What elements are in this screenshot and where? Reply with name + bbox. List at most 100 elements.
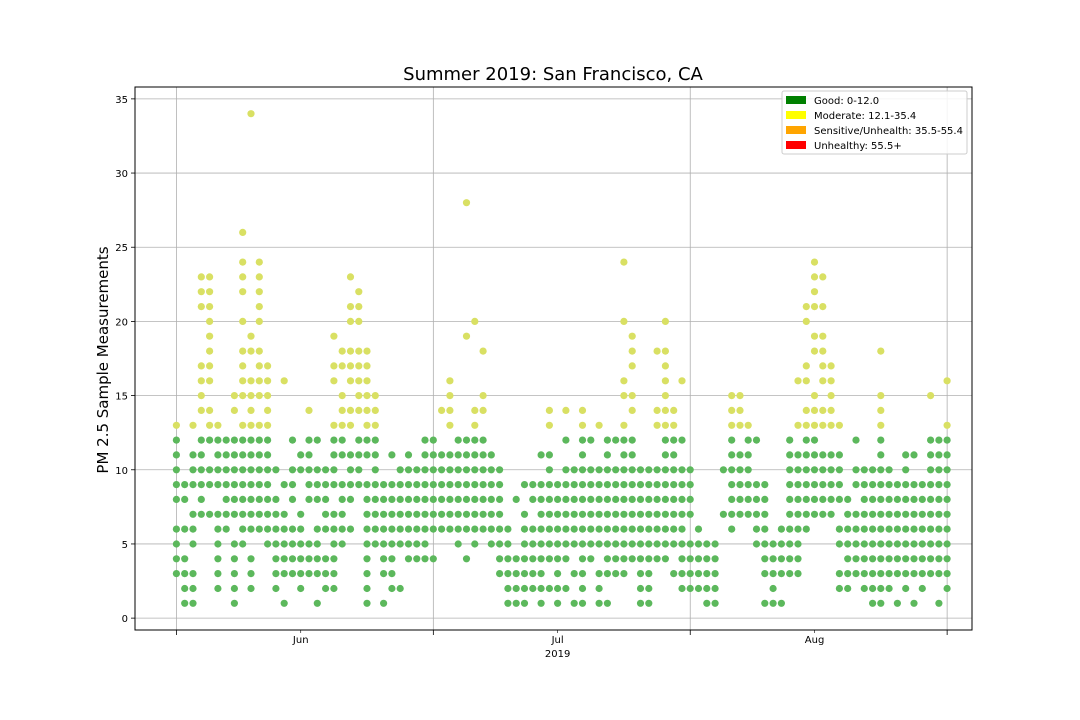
data-point: [802, 495, 810, 503]
data-point: [230, 540, 238, 548]
legend: Good: 0-12.0 Moderate: 12.1-35.4 Sensitive…: [781, 90, 968, 155]
data-point: [802, 362, 810, 370]
data-point: [653, 525, 661, 533]
data-point: [371, 436, 379, 444]
data-point: [562, 510, 570, 518]
data-point: [297, 555, 305, 563]
data-point: [380, 525, 388, 533]
data-point: [396, 495, 404, 503]
data-point: [661, 466, 670, 474]
data-point: [247, 495, 255, 503]
data-point: [239, 317, 247, 325]
data-point: [769, 540, 777, 548]
data-point: [562, 481, 570, 489]
data-point: [537, 570, 545, 578]
data-point: [338, 525, 346, 533]
data-point: [404, 510, 413, 518]
data-point: [893, 495, 902, 503]
data-point: [728, 436, 736, 444]
data-point: [346, 362, 355, 370]
data-point: [288, 540, 297, 548]
data-point: [927, 481, 935, 489]
data-point: [446, 377, 454, 385]
data-point: [355, 317, 363, 325]
data-point: [670, 421, 678, 429]
data-point: [645, 555, 653, 563]
data-point: [255, 421, 263, 429]
data-point: [752, 481, 761, 489]
data-point: [570, 525, 578, 533]
data-point: [255, 436, 263, 444]
data-point: [810, 406, 819, 414]
data-point: [297, 584, 305, 593]
data-point: [305, 481, 313, 489]
data-point: [636, 510, 645, 518]
data-point: [686, 510, 694, 518]
data-point: [636, 466, 645, 474]
data-point: [786, 451, 794, 459]
y-axis-label: PM 2.5 Sample Measurements: [94, 246, 112, 473]
data-point: [247, 525, 255, 533]
data-point: [297, 451, 305, 459]
data-point: [181, 584, 189, 593]
data-point: [413, 540, 421, 548]
data-point: [620, 510, 628, 518]
data-point: [454, 525, 462, 533]
data-point: [388, 584, 396, 593]
data-point: [661, 436, 670, 444]
data-point: [471, 466, 479, 474]
data-point: [322, 570, 330, 578]
data-point: [819, 362, 827, 370]
data-point: [280, 570, 288, 578]
data-point: [206, 510, 214, 518]
data-point: [678, 584, 686, 593]
data-point: [595, 599, 603, 607]
data-point: [371, 540, 379, 548]
data-point: [860, 466, 868, 474]
data-point: [910, 555, 918, 563]
data-point: [653, 406, 661, 414]
data-point: [338, 451, 346, 459]
data-point: [819, 347, 827, 355]
data-point: [628, 436, 636, 444]
data-point: [429, 510, 437, 518]
data-point: [330, 540, 338, 548]
data-point: [678, 525, 686, 533]
data-point: [628, 481, 636, 489]
data-point: [247, 332, 255, 340]
data-point: [239, 421, 247, 429]
data-point: [728, 392, 736, 400]
data-point: [562, 584, 570, 593]
data-point: [545, 466, 554, 474]
data-point: [819, 495, 827, 503]
data-point: [852, 525, 860, 533]
data-point: [935, 510, 943, 518]
data-point: [927, 436, 935, 444]
data-point: [752, 436, 761, 444]
data-point: [686, 570, 694, 578]
data-point: [297, 466, 305, 474]
data-point: [603, 570, 612, 578]
data-point: [670, 406, 678, 414]
data-point: [869, 481, 877, 489]
data-point: [429, 495, 437, 503]
data-point: [313, 540, 321, 548]
data-point: [595, 525, 603, 533]
data-point: [462, 451, 471, 459]
data-point: [636, 495, 645, 503]
data-point: [247, 555, 255, 563]
data-point: [338, 495, 346, 503]
data-point: [612, 495, 620, 503]
data-point: [587, 510, 595, 518]
data-point: [172, 421, 180, 429]
data-point: [413, 555, 421, 563]
data-point: [214, 421, 222, 429]
data-point: [918, 584, 926, 593]
data-point: [570, 481, 578, 489]
data-point: [636, 599, 645, 607]
data-point: [454, 451, 462, 459]
data-point: [554, 540, 562, 548]
data-point: [744, 495, 752, 503]
data-point: [247, 347, 255, 355]
data-point: [189, 421, 197, 429]
